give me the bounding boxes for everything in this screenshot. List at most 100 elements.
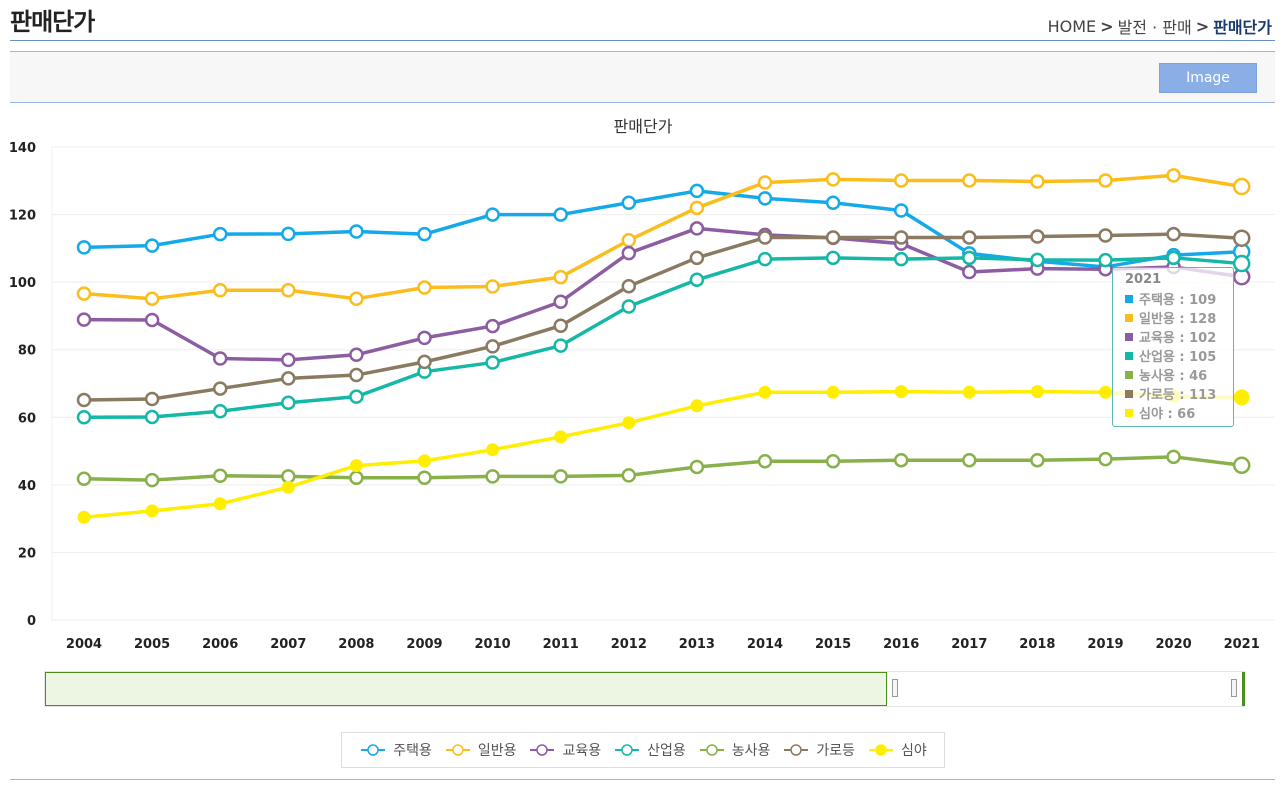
- data-point[interactable]: [1166, 226, 1181, 242]
- data-point[interactable]: [417, 226, 432, 242]
- data-point[interactable]: [621, 195, 637, 210]
- data-point[interactable]: [1099, 385, 1112, 399]
- data-point[interactable]: [893, 203, 909, 218]
- data-point[interactable]: [689, 200, 705, 216]
- data-point[interactable]: [281, 352, 296, 368]
- data-point[interactable]: [1098, 451, 1113, 467]
- data-point[interactable]: [76, 471, 92, 487]
- data-point[interactable]: [485, 469, 500, 484]
- data-point[interactable]: [485, 355, 500, 370]
- data-point[interactable]: [757, 251, 773, 267]
- data-point[interactable]: [825, 195, 841, 210]
- data-point[interactable]: [145, 504, 159, 518]
- data-point[interactable]: [1233, 389, 1250, 406]
- data-point[interactable]: [825, 172, 841, 187]
- data-point[interactable]: [1030, 385, 1044, 399]
- data-point[interactable]: [893, 230, 909, 245]
- data-point[interactable]: [485, 339, 500, 354]
- data-point[interactable]: [144, 472, 160, 488]
- data-point[interactable]: [554, 430, 568, 444]
- data-point[interactable]: [76, 392, 92, 408]
- data-point[interactable]: [349, 367, 364, 383]
- data-point[interactable]: [689, 221, 705, 236]
- data-point[interactable]: [349, 470, 364, 486]
- data-point[interactable]: [1232, 177, 1251, 196]
- data-point[interactable]: [212, 381, 228, 396]
- breadcrumb-generation-sales[interactable]: 발전 · 판매: [1117, 18, 1192, 37]
- data-point[interactable]: [281, 395, 296, 411]
- data-point[interactable]: [621, 299, 637, 314]
- data-point[interactable]: [962, 230, 977, 245]
- data-point[interactable]: [690, 399, 704, 413]
- data-point[interactable]: [893, 452, 909, 468]
- data-point[interactable]: [212, 468, 228, 483]
- data-point[interactable]: [349, 347, 364, 363]
- data-point[interactable]: [1232, 229, 1251, 247]
- data-point[interactable]: [1166, 449, 1181, 465]
- data-point[interactable]: [1030, 252, 1045, 268]
- data-point[interactable]: [825, 250, 841, 266]
- data-point[interactable]: [893, 251, 909, 267]
- data-point[interactable]: [826, 385, 840, 399]
- data-point[interactable]: [76, 410, 92, 425]
- data-point[interactable]: [1098, 228, 1113, 243]
- data-point[interactable]: [213, 497, 227, 511]
- data-point[interactable]: [757, 191, 773, 206]
- legend-item[interactable]: 산업용: [613, 740, 686, 760]
- data-point[interactable]: [485, 279, 500, 294]
- data-point[interactable]: [349, 224, 364, 239]
- data-point[interactable]: [212, 283, 228, 298]
- data-point[interactable]: [621, 245, 637, 261]
- legend-item[interactable]: 일반용: [444, 740, 516, 760]
- data-point[interactable]: [1166, 250, 1181, 266]
- data-point[interactable]: [758, 385, 772, 399]
- data-point[interactable]: [962, 385, 976, 399]
- data-point[interactable]: [417, 330, 432, 346]
- breadcrumb-home[interactable]: HOME: [1047, 16, 1097, 36]
- data-point[interactable]: [281, 469, 296, 484]
- data-point[interactable]: [825, 453, 841, 469]
- data-point[interactable]: [1166, 168, 1181, 183]
- data-point[interactable]: [485, 207, 500, 222]
- data-point[interactable]: [1030, 229, 1045, 244]
- data-point[interactable]: [893, 173, 909, 188]
- data-point[interactable]: [553, 338, 568, 353]
- data-point[interactable]: [689, 183, 705, 199]
- data-point[interactable]: [281, 480, 295, 494]
- data-point[interactable]: [553, 207, 568, 222]
- image-export-button[interactable]: Image: [1159, 63, 1257, 93]
- range-navigator[interactable]: [44, 671, 1245, 707]
- data-point[interactable]: [76, 240, 92, 255]
- legend-item[interactable]: 교육용: [528, 740, 601, 760]
- data-point[interactable]: [757, 230, 773, 245]
- data-point[interactable]: [417, 470, 432, 486]
- data-point[interactable]: [486, 443, 500, 457]
- data-point[interactable]: [1232, 254, 1251, 273]
- data-point[interactable]: [417, 280, 432, 295]
- data-point[interactable]: [349, 389, 364, 404]
- data-point[interactable]: [689, 272, 705, 288]
- data-point[interactable]: [281, 226, 296, 242]
- data-point[interactable]: [757, 453, 773, 469]
- data-point[interactable]: [962, 250, 977, 266]
- data-point[interactable]: [349, 459, 363, 473]
- data-point[interactable]: [1098, 173, 1113, 188]
- data-point[interactable]: [281, 283, 296, 298]
- data-point[interactable]: [962, 173, 977, 188]
- navigator-selection[interactable]: [45, 672, 887, 706]
- data-point[interactable]: [622, 416, 636, 430]
- data-point[interactable]: [689, 459, 705, 475]
- legend-item[interactable]: 가로등: [782, 740, 855, 760]
- data-point[interactable]: [144, 312, 160, 328]
- data-point[interactable]: [894, 385, 908, 399]
- data-point[interactable]: [1098, 252, 1113, 268]
- data-point[interactable]: [144, 391, 160, 407]
- data-point[interactable]: [825, 230, 841, 245]
- data-point[interactable]: [757, 175, 773, 190]
- data-point[interactable]: [144, 291, 160, 306]
- navigator-right-handle[interactable]: [1231, 679, 1237, 697]
- legend-item[interactable]: 농사용: [698, 740, 770, 760]
- legend-item[interactable]: 심야: [867, 740, 927, 760]
- data-point[interactable]: [962, 452, 977, 468]
- data-point[interactable]: [553, 294, 568, 309]
